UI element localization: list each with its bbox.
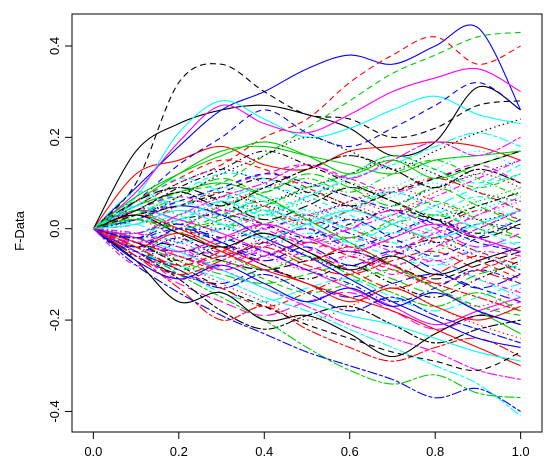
series-line <box>93 219 521 257</box>
series-line <box>93 200 521 239</box>
series-line <box>93 228 521 326</box>
series-line <box>93 132 521 230</box>
series-line <box>93 228 521 285</box>
series-line <box>93 182 521 230</box>
series-line <box>93 228 521 280</box>
series-line <box>93 187 521 253</box>
y-axis: -0.4 -0.2 0.0 0.2 0.4 <box>47 37 73 423</box>
series-line <box>93 228 521 362</box>
series-line <box>93 228 521 294</box>
series-line <box>93 219 521 312</box>
series-line <box>93 177 521 248</box>
series-line <box>93 228 521 417</box>
series-line <box>93 36 521 230</box>
series-line <box>93 196 521 257</box>
series-line <box>93 214 521 266</box>
series-line <box>93 228 521 321</box>
series-line <box>93 150 521 230</box>
series-line <box>93 228 521 412</box>
series-line <box>93 136 521 235</box>
series-line <box>93 228 521 312</box>
series-line <box>93 159 521 230</box>
series-line <box>93 196 521 271</box>
series-line <box>93 228 521 312</box>
series-line <box>93 155 521 230</box>
series-line <box>93 228 521 372</box>
x-tick-label: 0.4 <box>255 444 273 459</box>
series-line <box>93 159 521 280</box>
series-line <box>93 67 521 230</box>
series-line <box>93 31 521 230</box>
series-line <box>93 95 521 230</box>
y-tick-label: -0.2 <box>47 309 62 331</box>
series-lines <box>92 24 522 417</box>
series-line <box>93 177 521 230</box>
series-line <box>93 159 521 271</box>
series-line <box>92 24 522 230</box>
series-line <box>93 173 521 253</box>
series-line <box>93 228 521 339</box>
x-tick-label: 1.0 <box>512 444 530 459</box>
series-line <box>93 228 521 344</box>
series-line <box>93 219 521 257</box>
series-line <box>93 81 521 230</box>
series-line <box>93 209 521 280</box>
series-line <box>93 228 521 303</box>
series-line <box>93 155 521 230</box>
x-tick-label: 0.0 <box>84 444 102 459</box>
series-line <box>93 228 521 298</box>
series-line <box>93 150 521 230</box>
series-line <box>93 228 521 307</box>
series-line <box>93 228 521 294</box>
series-line <box>93 141 521 230</box>
series-line <box>93 228 521 399</box>
y-tick-label: 0.4 <box>47 37 62 55</box>
y-tick-label: 0.2 <box>47 128 62 146</box>
y-tick-label: 0.0 <box>47 220 62 238</box>
series-line <box>93 196 521 266</box>
series-line <box>93 118 521 230</box>
y-axis-label: F-Data <box>12 210 27 251</box>
x-tick-label: 0.8 <box>426 444 444 459</box>
series-line <box>93 187 521 298</box>
y-tick-label: -0.4 <box>47 400 62 422</box>
x-tick-label: 0.2 <box>170 444 188 459</box>
series-line <box>93 209 521 243</box>
x-axis: 0.0 0.2 0.4 0.6 0.8 1.0 <box>84 431 530 459</box>
series-line <box>93 228 521 358</box>
series-line <box>93 209 521 239</box>
series-line <box>92 63 521 230</box>
series-line <box>93 214 521 244</box>
series-line <box>93 228 521 380</box>
x-tick-label: 0.6 <box>341 444 359 459</box>
